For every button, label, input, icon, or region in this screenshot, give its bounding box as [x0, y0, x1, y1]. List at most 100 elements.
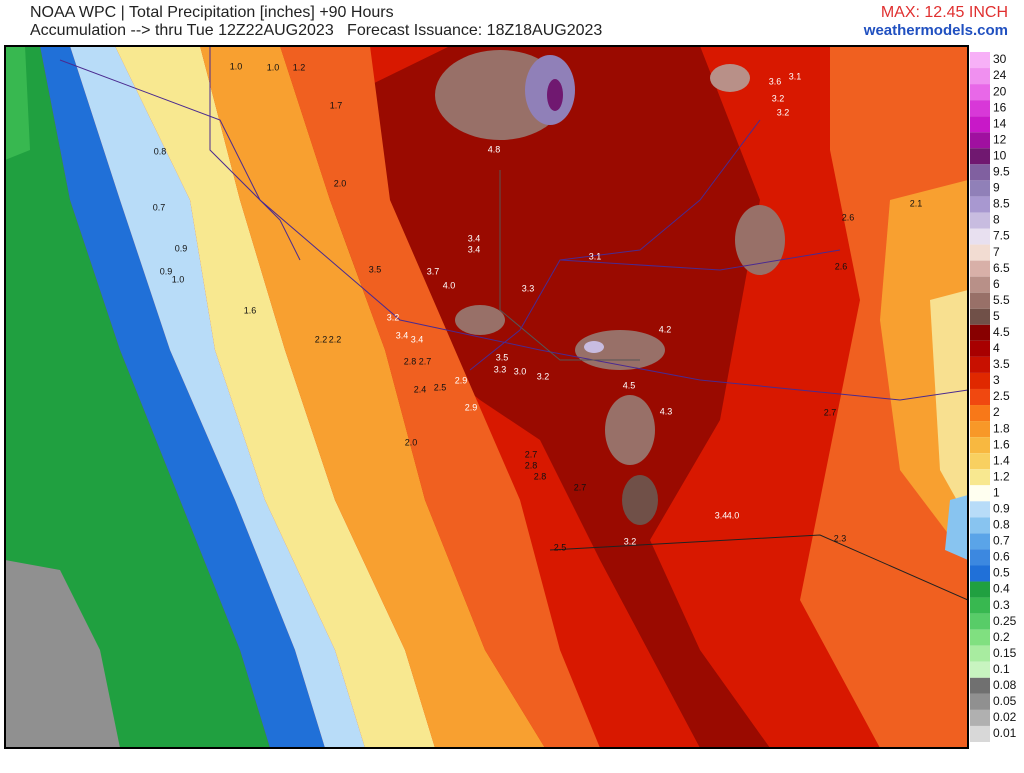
- max-value: MAX: 12.45 INCH: [881, 4, 1008, 21]
- map-value-label: 2.8: [404, 356, 417, 366]
- map-value-label: 3.4: [715, 510, 728, 520]
- map-value-label: 3.5: [369, 264, 382, 274]
- color-swatch: [970, 68, 990, 85]
- map-value-label: 1.0: [230, 61, 243, 71]
- legend-label: 0.5: [993, 566, 1010, 580]
- map-value-label: 3.4: [411, 334, 424, 344]
- legend-label: 5: [993, 309, 1000, 323]
- color-swatch: [970, 372, 990, 389]
- color-swatch: [970, 629, 990, 646]
- map-value-label: 3.2: [387, 312, 400, 322]
- legend-label: 0.2: [993, 630, 1010, 644]
- precip-area: [5, 46, 270, 748]
- legend-label: 6.5: [993, 261, 1010, 275]
- map-value-label: 4.5: [623, 380, 636, 390]
- map-value-label: 2.6: [835, 261, 848, 271]
- color-swatch: [970, 100, 990, 117]
- precip-area: [5, 46, 30, 160]
- color-swatch: [970, 533, 990, 550]
- map-value-label: 2.3: [834, 533, 847, 543]
- color-swatch: [970, 276, 990, 293]
- color-swatch: [970, 677, 990, 694]
- precip-area: [945, 495, 968, 560]
- color-swatch: [970, 116, 990, 133]
- color-swatch: [970, 340, 990, 357]
- legend-label: 4: [993, 341, 1000, 355]
- map-value-label: 1.0: [172, 274, 185, 284]
- map-value-label: 2.1: [910, 198, 923, 208]
- map-value-label: 2.9: [465, 402, 478, 412]
- map-value-label: 0.9: [175, 243, 188, 253]
- color-swatch: [970, 52, 990, 69]
- legend-label: 1.2: [993, 469, 1010, 483]
- color-swatch: [970, 565, 990, 582]
- map-value-label: 2.2: [315, 334, 328, 344]
- precip-area: [584, 341, 604, 353]
- map-value-label: 3.2: [777, 107, 790, 117]
- precip-area: [70, 46, 365, 748]
- legend-label: 0.7: [993, 534, 1010, 548]
- precip-area: [622, 475, 658, 525]
- legend-label: 3.5: [993, 357, 1010, 371]
- map-value-label: 2.8: [534, 471, 547, 481]
- map-frame: [4, 45, 969, 749]
- map-value-label: 3.5: [496, 352, 509, 362]
- boundary-line: [59, 59, 968, 401]
- color-swatch: [970, 421, 990, 438]
- map-value-label: 3.1: [789, 71, 802, 81]
- precip-area: [5, 560, 120, 748]
- color-swatch: [970, 212, 990, 229]
- legend-label: 4.5: [993, 325, 1010, 339]
- boundary-line: [499, 170, 640, 361]
- map-value-label: 3.0: [514, 366, 527, 376]
- legend-label: 24: [993, 68, 1007, 82]
- map-value-label: 3.6: [769, 76, 782, 86]
- map-value-label: 3.7: [427, 266, 440, 276]
- boundary-line: [469, 119, 761, 371]
- legend-label: 0.02: [993, 710, 1017, 724]
- legend-label: 12: [993, 132, 1007, 146]
- legend-label: 7: [993, 245, 1000, 259]
- color-swatch: [970, 661, 990, 678]
- color-swatch: [970, 469, 990, 486]
- color-swatch: [970, 597, 990, 614]
- color-swatch: [970, 725, 990, 742]
- map-value-label: 0.8: [154, 146, 167, 156]
- precip-area: [200, 46, 545, 748]
- legend-label: 0.6: [993, 550, 1010, 564]
- color-swatch: [970, 180, 990, 197]
- precip-area: [930, 290, 968, 520]
- map-value-label: 1.7: [330, 100, 343, 110]
- map-value-label: 2.7: [525, 449, 538, 459]
- legend-label: 0.05: [993, 694, 1017, 708]
- map-value-label: 2.0: [334, 178, 347, 188]
- color-swatch: [970, 292, 990, 309]
- map-value-label: 1.2: [293, 62, 306, 72]
- map-value-label: 4.0: [443, 280, 456, 290]
- legend-label: 7.5: [993, 229, 1010, 243]
- color-swatch: [970, 613, 990, 630]
- map-value-label: 2.7: [574, 482, 587, 492]
- map-value-label: 2.6: [842, 212, 855, 222]
- boundary-line: [559, 249, 841, 271]
- map-value-label: 3.4: [468, 244, 481, 254]
- map-value-label: 4.0: [727, 510, 740, 520]
- legend-label: 1.8: [993, 421, 1010, 435]
- legend-label: 30: [993, 52, 1007, 66]
- precip-area: [547, 79, 563, 111]
- color-swatch: [970, 485, 990, 502]
- legend-label: 10: [993, 148, 1007, 162]
- title-line-1: NOAA WPC | Total Precipitation [inches] …: [30, 4, 394, 21]
- legend-label: 0.01: [993, 726, 1017, 740]
- map-value-label: 2.2: [329, 334, 342, 344]
- map-value-label: 2.9: [455, 375, 468, 385]
- color-swatch: [970, 453, 990, 470]
- precip-area: [455, 305, 505, 335]
- map-value-label: 1.0: [267, 62, 280, 72]
- map-value-label: 2.8: [525, 460, 538, 470]
- legend-label: 8: [993, 213, 1000, 227]
- map-value-label: 3.2: [772, 93, 785, 103]
- map: 1.0 1.0 1.21.70.8 4.82.00.73.43.40.90.91.03…: [4, 45, 969, 749]
- legend-label: 0.4: [993, 582, 1010, 596]
